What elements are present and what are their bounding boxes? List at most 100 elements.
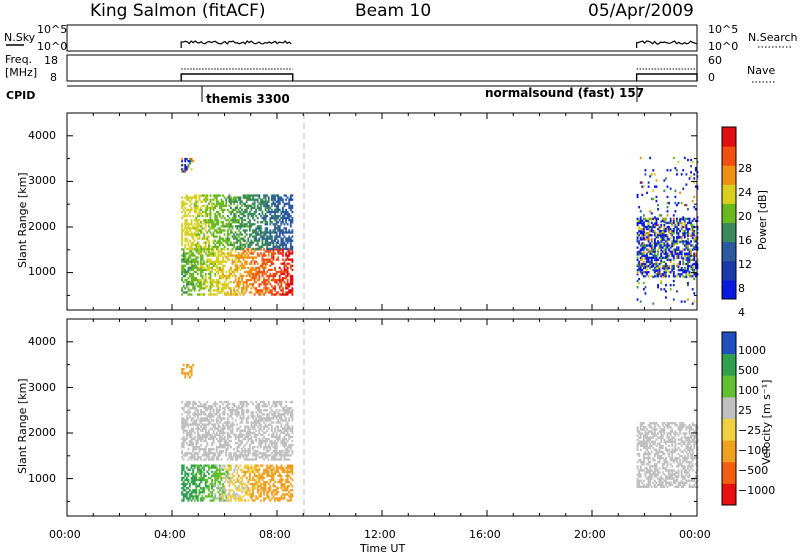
data-cell	[236, 281, 239, 284]
data-cell	[638, 432, 641, 435]
data-cell	[646, 440, 648, 443]
data-cell	[642, 438, 645, 441]
data-cell	[207, 276, 210, 280]
data-cell	[226, 423, 229, 426]
data-cell	[226, 247, 229, 251]
data-cell	[653, 255, 656, 258]
data-cell	[233, 268, 236, 272]
data-cell	[233, 448, 236, 451]
data-cell	[193, 219, 196, 222]
data-cell	[220, 400, 223, 404]
data-cell	[653, 479, 656, 482]
data-cell	[223, 260, 226, 263]
data-cell	[204, 448, 207, 451]
data-cell	[275, 435, 278, 439]
data-cell	[234, 437, 237, 441]
data-cell	[222, 425, 225, 428]
data-cell	[253, 454, 256, 457]
data-cell	[285, 458, 288, 461]
data-cell	[189, 415, 191, 418]
data-cell	[212, 260, 215, 263]
data-cell	[674, 250, 677, 253]
data-cell	[218, 237, 221, 240]
data-cell	[253, 446, 256, 449]
data-cell	[258, 245, 261, 249]
data-cell	[206, 470, 209, 473]
data-cell	[181, 289, 184, 292]
data-cell	[218, 260, 221, 263]
data-cell	[195, 276, 198, 280]
data-cell	[270, 435, 273, 439]
data-cell	[672, 298, 675, 301]
data-cell	[248, 433, 251, 437]
data-cell	[278, 225, 281, 228]
data-cell	[241, 468, 243, 471]
data-cell	[237, 466, 240, 469]
data-cell	[641, 193, 644, 197]
data-cell	[674, 195, 677, 199]
data-cell	[666, 210, 669, 213]
data-cell	[663, 227, 666, 231]
data-cell	[660, 223, 663, 227]
data-cell	[652, 189, 655, 192]
data-cell	[289, 239, 292, 242]
data-cell	[181, 159, 184, 163]
data-cell	[253, 206, 256, 210]
data-cell	[204, 278, 207, 282]
data-cell	[636, 238, 639, 242]
data-cell	[239, 245, 242, 249]
data-cell	[204, 214, 207, 218]
data-cell	[239, 254, 242, 257]
data-cell	[211, 227, 213, 230]
data-cell	[289, 243, 292, 247]
data-cell	[647, 248, 650, 251]
data-cell	[646, 463, 648, 466]
data-cell	[192, 233, 195, 236]
data-cell	[264, 283, 267, 286]
data-cell	[269, 221, 272, 224]
data-cell	[195, 200, 198, 203]
data-cell	[256, 446, 259, 449]
data-cell	[685, 225, 688, 229]
data-cell	[642, 254, 645, 257]
data-cell	[230, 456, 232, 459]
data-cell	[203, 250, 206, 253]
data-cell	[244, 425, 247, 428]
data-cell	[263, 400, 265, 404]
data-cell	[664, 221, 667, 225]
data-cell	[207, 448, 210, 451]
data-cell	[234, 196, 237, 199]
data-cell	[256, 491, 259, 494]
data-cell	[664, 269, 667, 272]
data-cell	[272, 482, 275, 486]
data-cell	[259, 252, 262, 255]
data-cell	[683, 269, 686, 272]
data-cell	[653, 232, 656, 235]
data-cell	[270, 413, 273, 416]
data-cell	[215, 281, 218, 284]
data-cell	[184, 495, 187, 498]
data-cell	[288, 417, 291, 420]
data-cell	[288, 470, 291, 473]
data-cell	[285, 210, 288, 214]
data-cell	[261, 260, 264, 263]
data-cell	[636, 264, 639, 268]
data-cell	[182, 260, 185, 263]
data-cell	[237, 411, 240, 414]
data-cell	[237, 446, 240, 449]
data-cell	[671, 224, 674, 227]
data-cell	[189, 452, 191, 455]
data-cell	[291, 291, 294, 294]
data-cell	[647, 244, 650, 247]
data-cell	[225, 283, 228, 286]
data-cell	[267, 260, 270, 263]
data-cell	[217, 427, 220, 430]
data-cell	[275, 293, 278, 296]
data-cell	[217, 248, 220, 251]
data-cell	[212, 262, 215, 265]
data-cell	[218, 206, 221, 210]
data-cell	[222, 450, 225, 453]
data-cell	[192, 285, 195, 288]
data-cell	[255, 450, 258, 453]
data-cell	[220, 262, 223, 265]
